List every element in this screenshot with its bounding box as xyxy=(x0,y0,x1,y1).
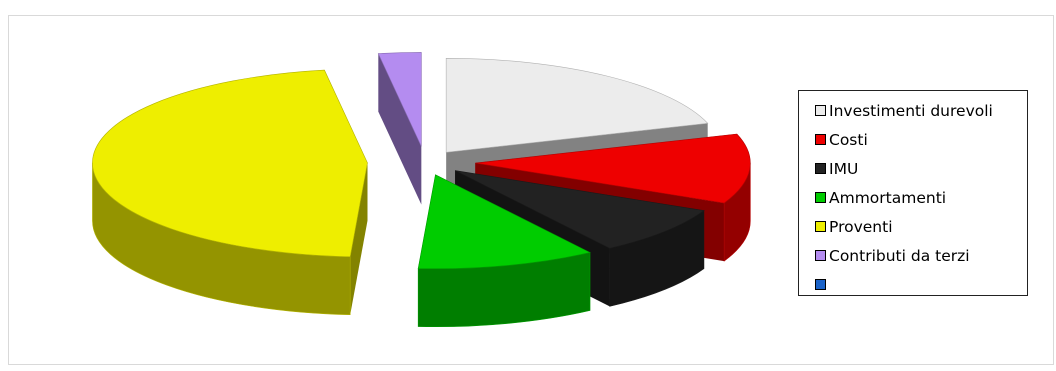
legend-label: IMU xyxy=(829,159,859,178)
pie-slice-5 xyxy=(377,52,422,205)
legend-swatch xyxy=(815,279,826,290)
legend-swatch xyxy=(815,221,826,232)
legend: Investimenti durevoli Costi IMU Ammortament… xyxy=(798,90,1028,296)
legend-item: Costi xyxy=(815,125,1027,154)
pie-slice-4 xyxy=(92,69,368,316)
legend-item: Ammortamenti xyxy=(815,183,1027,212)
legend-item: Proventi xyxy=(815,212,1027,241)
legend-item: IMU xyxy=(815,154,1027,183)
legend-label: Ammortamenti xyxy=(829,188,947,207)
pie-slice-3 xyxy=(417,174,591,328)
legend-label: Contributi da terzi xyxy=(829,246,970,265)
legend-swatch xyxy=(815,134,826,145)
legend-item: Investimenti durevoli xyxy=(815,96,1027,125)
legend-item xyxy=(815,270,1027,299)
legend-swatch xyxy=(815,250,826,261)
legend-swatch xyxy=(815,192,826,203)
legend-swatch xyxy=(815,105,826,116)
legend-swatch xyxy=(815,163,826,174)
legend-item: Contributi da terzi xyxy=(815,241,1027,270)
legend-label: Proventi xyxy=(829,217,893,236)
legend-label: Investimenti durevoli xyxy=(829,101,993,120)
legend-label: Costi xyxy=(829,130,868,149)
